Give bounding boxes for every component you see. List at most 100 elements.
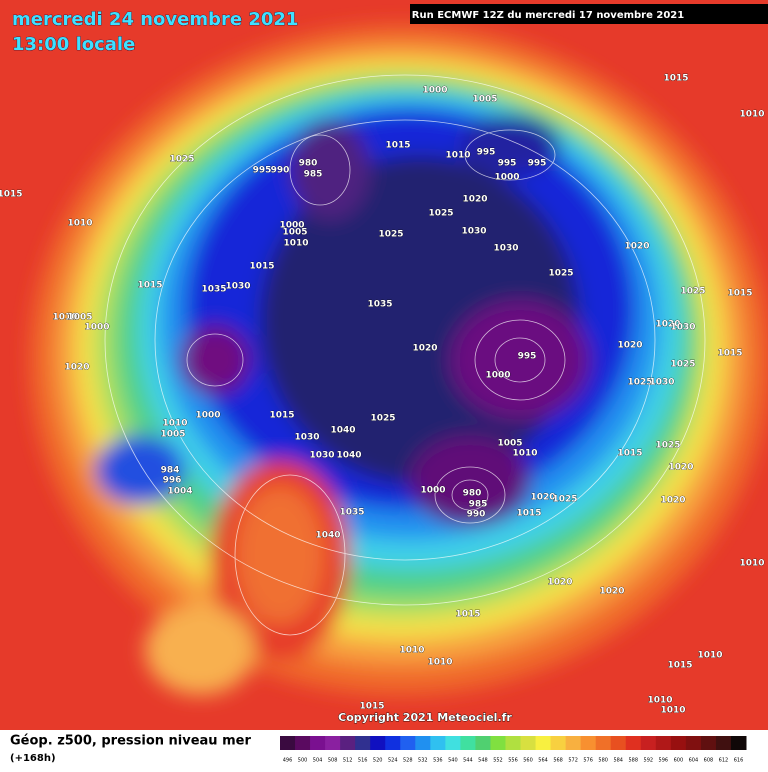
isobar-label: 1010	[697, 651, 722, 661]
colorbar: 496 500 504 508 512 516 520 524 528 532 536 540 544 5…	[280, 736, 747, 764]
colorbar-label: 608	[704, 758, 714, 764]
colorbar-label: 612	[719, 758, 729, 764]
isobar-label: 1000	[84, 323, 109, 333]
isobar-label: 1010	[427, 658, 452, 668]
isobar-label: 1000	[420, 486, 445, 496]
isobar-label: 1030	[670, 323, 695, 333]
colorbar-swatch	[655, 736, 672, 750]
colorbar-swatch	[445, 736, 461, 750]
colorbar-swatch	[280, 736, 296, 750]
isobar-label: 1035	[339, 508, 364, 518]
isobar-label: 1040	[330, 426, 355, 436]
isobar-label: 1015	[717, 349, 742, 359]
colorbar-label: 556	[508, 758, 518, 764]
colorbar-swatch	[610, 736, 627, 750]
isobar-label: 1020	[624, 242, 649, 252]
isobar-label: 1015	[727, 289, 752, 299]
isobar-label: 1015	[667, 661, 692, 671]
isobar-label: 1015	[0, 190, 23, 200]
isobar-label: 1010	[512, 449, 537, 459]
colorbar-swatch	[520, 736, 537, 750]
colorbar-label: 532	[418, 758, 428, 764]
isobar-label: 1030	[309, 451, 334, 461]
colorbar-label: 616	[734, 758, 744, 764]
isobar-label: 1010	[445, 151, 470, 161]
colorbar-swatch	[295, 736, 311, 750]
isobar-label: 984	[161, 466, 180, 476]
isobar-label: 1015	[249, 262, 274, 272]
colorbar-swatch	[730, 736, 747, 750]
isobar-label: 1005	[282, 228, 307, 238]
isobar-label: 1025	[670, 360, 695, 370]
isobar-label: 985	[469, 500, 488, 510]
isobar-label: 1020	[64, 363, 89, 373]
colorbar-swatch	[475, 736, 491, 750]
colorbar-swatch	[415, 736, 431, 750]
isobar-label: 1025	[627, 378, 652, 388]
isobar-label: 995	[477, 148, 496, 158]
isobar-label: 1015	[385, 141, 410, 151]
colorbar-swatch	[430, 736, 446, 750]
isobar-label: 1010	[739, 559, 764, 569]
isobar-label: 1000	[195, 411, 220, 421]
colorbar-swatch	[625, 736, 642, 750]
isobar-label: 1010	[647, 696, 672, 706]
isobar-label: 990	[271, 166, 290, 176]
isobar-label: 1020	[599, 587, 624, 597]
isobar-label: 980	[299, 159, 318, 169]
colorbar-label: 536	[433, 758, 443, 764]
colorbar-label: 528	[403, 758, 413, 764]
isobar-label: 1025	[378, 230, 403, 240]
isobar-label: 1035	[367, 300, 392, 310]
colorbar-label: 592	[644, 758, 654, 764]
isobar-label: 1030	[225, 282, 250, 292]
isobar-label: 1015	[137, 281, 162, 291]
colorbar-label: 544	[463, 758, 473, 764]
isobar-label: 1015	[455, 610, 480, 620]
colorbar-label: 516	[358, 758, 368, 764]
colorbar-swatch	[370, 736, 386, 750]
isobar-label: 1000	[494, 173, 519, 183]
isobar-label: 1025	[428, 209, 453, 219]
isobar-label: 995	[498, 159, 517, 169]
isobar-label: 1000	[422, 86, 447, 96]
isobar-label: 1010	[660, 706, 685, 716]
colorbar-label: 596	[659, 758, 669, 764]
colorbar-swatch	[580, 736, 597, 750]
colorbar-swatch	[325, 736, 341, 750]
isobar-label: 1005	[497, 439, 522, 449]
isobar-label: 1030	[294, 433, 319, 443]
colorbar-swatch	[505, 736, 522, 750]
colorbar-label: 496	[283, 758, 293, 764]
isobar-label: 1015	[269, 411, 294, 421]
copyright: Copyright 2021 Meteociel.fr	[338, 711, 512, 724]
isobar-label: 1020	[668, 463, 693, 473]
colorbar-swatch	[310, 736, 326, 750]
colorbar-swatch	[640, 736, 657, 750]
caption: Géop. z500, pression niveau mer	[10, 734, 251, 749]
colorbar-label: 560	[523, 758, 533, 764]
colorbar-swatch	[550, 736, 567, 750]
isobar-label: 1010	[162, 419, 187, 429]
time-title: 13:00 locale	[12, 34, 135, 55]
isobar-label: 1035	[201, 285, 226, 295]
colorbar-swatch	[400, 736, 416, 750]
isobar-label: 1020	[617, 341, 642, 351]
colorbar-swatch	[670, 736, 687, 750]
isobar-label: 1025	[655, 441, 680, 451]
colorbar-swatch	[535, 736, 552, 750]
isobar-label: 1020	[530, 493, 555, 503]
colorbar-label: 500	[298, 758, 308, 764]
isobar-label: 1020	[412, 344, 437, 354]
colorbar-swatch	[355, 736, 371, 750]
colorbar-label: 600	[674, 758, 684, 764]
colorbar-swatch	[460, 736, 476, 750]
colorbar-label: 568	[553, 758, 563, 764]
colorbar-swatch	[700, 736, 717, 750]
isobar-label: 985	[304, 170, 323, 180]
colorbar-label: 524	[388, 758, 398, 764]
colorbar-swatch	[565, 736, 582, 750]
isobar-label: 1030	[493, 244, 518, 254]
colorbar-label: 588	[628, 758, 638, 764]
